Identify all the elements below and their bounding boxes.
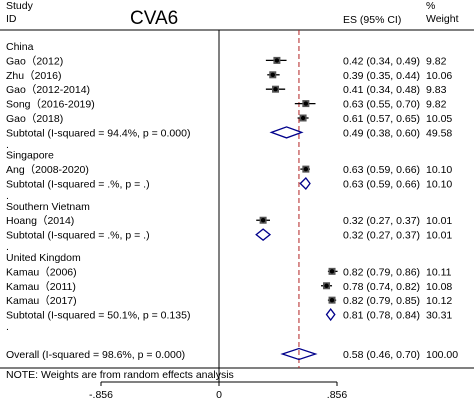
weight-value: 10.11 <box>426 266 452 278</box>
study-row: Zhu（2016) 0.39 (0.35, 0.44) 10.06 <box>6 70 452 82</box>
es-value: 0.61 (0.57, 0.65) <box>343 113 420 125</box>
subtotal-row-label: Subtotal (I-squared = .%, p = .) <box>6 179 150 191</box>
spacer-dot: . <box>6 139 9 151</box>
study-row: Gao（2012-2014) 0.41 (0.34, 0.48) 9.83 <box>6 84 447 96</box>
study-label: Gao（2012) <box>6 55 63 67</box>
study-row: Song（2016-2019) 0.63 (0.55, 0.70) 9.82 <box>6 99 447 111</box>
study-label: Kamau（2011) <box>6 281 76 293</box>
weight-value: 10.12 <box>426 295 452 307</box>
header-weight-label: Weight <box>426 13 459 25</box>
header-study-label: Study <box>6 0 34 12</box>
subtotal-row: Subtotal (I-squared = 50.1%, p = 0.135) 0… <box>6 307 452 322</box>
plot-frame <box>0 29 474 382</box>
weight-value: 10.06 <box>426 70 452 82</box>
point-estimate <box>324 283 329 288</box>
es-value: 0.49 (0.38, 0.60) <box>343 127 420 139</box>
subtotal-row: Subtotal (I-squared = 94.4%, p = 0.000) 0… <box>6 126 452 139</box>
weight-value: 10.01 <box>426 215 452 227</box>
study-row: Hoang（2014) 0.32 (0.27, 0.37) 10.01 <box>6 215 452 227</box>
study-row: Kamau（2006) 0.82 (0.79, 0.86) 10.11 <box>6 266 452 278</box>
pooled-diamond <box>269 126 304 139</box>
es-value: 0.41 (0.34, 0.48) <box>343 84 420 96</box>
es-value: 0.78 (0.74, 0.82) <box>343 281 420 293</box>
study-label: Kamau（2006) <box>6 266 77 278</box>
subtotal-row-label: Subtotal (I-squared = .%, p = .) <box>6 230 150 242</box>
weight-value: 10.10 <box>426 179 452 191</box>
pooled-diamond <box>255 228 272 241</box>
x-tick-label: .856 <box>327 389 348 401</box>
study-row: Ang（2008-2020) 0.63 (0.59, 0.66) 10.10 <box>6 164 452 176</box>
group-heading: Southern Vietnam <box>6 201 90 213</box>
weight-value: 9.83 <box>426 84 447 96</box>
es-value: 0.39 (0.35, 0.44) <box>343 70 420 82</box>
es-value: 0.42 (0.34, 0.49) <box>343 55 420 67</box>
es-value: 0.82 (0.79, 0.85) <box>343 295 420 307</box>
point-estimate <box>270 72 275 78</box>
study-label: Kamau（2017) <box>6 295 77 307</box>
point-estimate <box>274 58 280 63</box>
study-label: Ang（2008-2020) <box>6 164 89 176</box>
weight-value: 30.31 <box>426 310 452 322</box>
weight-value: 9.82 <box>426 55 447 67</box>
group-heading: China <box>6 41 34 53</box>
x-tick-label: -.856 <box>89 389 113 401</box>
study-label: Song（2016-2019) <box>6 99 95 111</box>
study-row: Kamau（2017) 0.82 (0.79, 0.85) 10.12 <box>6 295 452 307</box>
spacer-dot: . <box>6 321 9 333</box>
es-value: 0.63 (0.59, 0.66) <box>343 179 420 191</box>
es-value: 0.32 (0.27, 0.37) <box>343 230 420 242</box>
spacer-dot: . <box>6 190 9 202</box>
study-rows: China Gao（2012) 0.42 (0.34, 0.49) 9.82 Zhu（2… <box>6 41 458 361</box>
overall-row-label: Overall (I-squared = 98.6%, p = 0.000) <box>6 349 185 361</box>
group-heading: United Kingdom <box>6 252 81 264</box>
weight-value: 10.05 <box>426 113 452 125</box>
es-value: 0.32 (0.27, 0.37) <box>343 215 420 227</box>
point-estimate <box>303 101 309 106</box>
es-value: 0.63 (0.59, 0.66) <box>343 164 420 176</box>
subtotal-row-label: Subtotal (I-squared = 50.1%, p = 0.135) <box>6 310 190 322</box>
header-id-label: ID <box>6 13 17 25</box>
header-percent-label: % <box>426 0 435 12</box>
study-row: Kamau（2011) 0.78 (0.74, 0.82) 10.08 <box>6 281 452 293</box>
point-estimate <box>260 218 266 223</box>
es-value: 0.82 (0.79, 0.86) <box>343 266 420 278</box>
study-label: Gao（2018) <box>6 113 63 125</box>
point-estimate <box>273 87 278 92</box>
study-label: Zhu（2016) <box>6 70 61 82</box>
pooled-diamond <box>299 177 311 191</box>
point-estimate <box>329 297 335 303</box>
es-value: 0.58 (0.46, 0.70) <box>343 349 420 361</box>
weight-value: 10.10 <box>426 164 452 176</box>
pooled-diamond <box>280 347 318 361</box>
subtotal-row: Subtotal (I-squared = .%, p = .) 0.63 (0.… <box>6 177 452 191</box>
weight-value: 9.82 <box>426 99 447 111</box>
study-label: Hoang（2014) <box>6 215 74 227</box>
study-label: Gao（2012-2014) <box>6 84 90 96</box>
point-estimate <box>303 166 309 172</box>
group-heading: Singapore <box>6 150 54 162</box>
spacer-dot: . <box>6 241 9 253</box>
footnote: NOTE: Weights are from random effects an… <box>6 369 234 381</box>
pooled-diamond <box>325 307 336 322</box>
study-row: Gao（2018) 0.61 (0.57, 0.65) 10.05 <box>6 113 452 125</box>
subtotal-row-label: Subtotal (I-squared = 94.4%, p = 0.000) <box>6 127 190 139</box>
chart-title: CVA6 <box>130 8 178 29</box>
x-axis: -.856 0 .856 <box>89 381 348 401</box>
weight-value: 10.01 <box>426 230 452 242</box>
weight-value: 10.08 <box>426 281 452 293</box>
overall-row: Overall (I-squared = 98.6%, p = 0.000) 0.… <box>6 347 458 361</box>
weight-value: 49.58 <box>426 127 452 139</box>
point-estimate <box>300 115 306 121</box>
x-tick-label: 0 <box>216 389 222 401</box>
es-value: 0.81 (0.78, 0.84) <box>343 310 420 322</box>
study-row: Gao（2012) 0.42 (0.34, 0.49) 9.82 <box>6 55 447 67</box>
subtotal-row: Subtotal (I-squared = .%, p = .) 0.32 (0.… <box>6 228 452 242</box>
point-estimate <box>329 269 335 274</box>
es-value: 0.63 (0.55, 0.70) <box>343 99 420 111</box>
weight-value: 100.00 <box>426 349 458 361</box>
header-es-label: ES (95% CI) <box>343 14 401 26</box>
